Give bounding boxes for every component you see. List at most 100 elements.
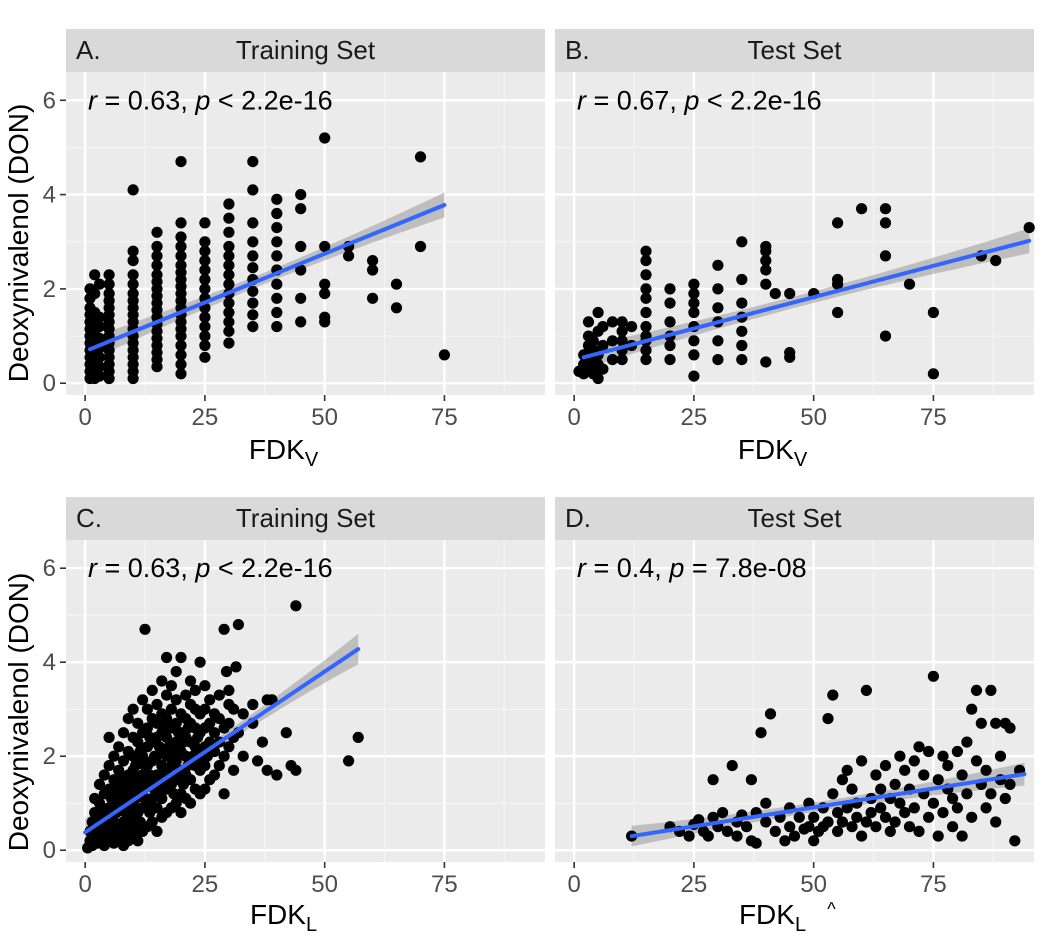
data-point xyxy=(261,764,273,776)
data-point xyxy=(937,807,949,819)
data-point xyxy=(127,245,139,257)
y-tick-label: 0 xyxy=(43,370,56,397)
plot-background xyxy=(66,72,545,395)
panel-3: D. Test Set r = 0.4, p = 7.8e-08 0 25 50 75 FDK… xyxy=(555,497,1034,936)
data-point xyxy=(640,245,652,257)
data-point xyxy=(223,269,235,281)
data-point xyxy=(132,835,144,847)
data-point xyxy=(784,347,796,359)
x-axis-title: FDKV xyxy=(249,434,319,471)
data-point xyxy=(223,717,235,729)
data-point xyxy=(764,708,777,720)
data-point xyxy=(199,321,211,333)
data-point xyxy=(271,222,283,234)
data-point xyxy=(688,306,700,319)
stat-p-value: < 2.2e-16 xyxy=(699,85,821,115)
data-point xyxy=(865,807,877,819)
data-point xyxy=(141,722,153,734)
data-point xyxy=(170,694,182,706)
stat-p-symbol: p xyxy=(668,553,684,583)
regression-line xyxy=(87,202,447,352)
data-point xyxy=(736,354,748,366)
panel-title: Test Set xyxy=(748,35,843,65)
data-point xyxy=(108,750,120,762)
data-point xyxy=(726,760,738,772)
data-point xyxy=(295,292,307,304)
data-point xyxy=(175,368,187,380)
data-point xyxy=(994,750,1007,762)
data-point xyxy=(223,337,235,349)
correlation-annotation: r = 0.4, p = 7.8e-08 xyxy=(577,553,807,583)
data-point xyxy=(175,807,187,819)
data-point xyxy=(664,283,676,295)
data-point xyxy=(616,335,628,347)
data-point xyxy=(592,306,604,319)
data-point xyxy=(223,212,235,224)
stat-r-symbol: r xyxy=(88,85,98,115)
x-axis-title-main: FDK xyxy=(738,434,794,465)
x-tick-label: 25 xyxy=(192,404,219,431)
data-point xyxy=(165,703,177,715)
data-point xyxy=(199,339,211,352)
panel-2: C. Training Set r = 0.63, p < 2.2e-16 0 25 50… xyxy=(43,497,545,936)
data-point xyxy=(146,684,158,697)
data-point xyxy=(319,240,331,253)
x-tick-label: 0 xyxy=(78,871,91,898)
data-point xyxy=(616,316,628,328)
data-point xyxy=(640,292,652,304)
data-point xyxy=(295,264,307,276)
data-point xyxy=(247,297,259,309)
data-point xyxy=(879,330,892,342)
data-point xyxy=(606,354,619,366)
data-point xyxy=(127,255,139,267)
data-point xyxy=(927,306,940,319)
data-point xyxy=(220,666,233,678)
data-point xyxy=(760,240,772,253)
data-point xyxy=(1004,778,1016,791)
data-point xyxy=(161,689,173,701)
data-point xyxy=(688,370,700,382)
y-tick-label: 6 xyxy=(43,87,56,114)
data-point xyxy=(841,764,853,776)
data-point xyxy=(223,250,235,262)
data-point xyxy=(93,278,106,290)
data-point xyxy=(793,811,805,823)
data-point xyxy=(127,703,139,715)
data-point xyxy=(640,321,652,333)
data-point xyxy=(199,703,211,715)
data-point xyxy=(755,727,767,739)
data-point xyxy=(712,259,724,271)
data-point xyxy=(199,217,211,229)
data-point xyxy=(151,226,163,238)
data-point xyxy=(151,825,163,838)
data-point xyxy=(127,269,139,281)
y-axis-title-top: Deoxynivalenol (DON) xyxy=(3,104,34,383)
data-point xyxy=(951,745,964,758)
y-tick-label: 4 xyxy=(43,649,56,676)
data-point xyxy=(199,680,211,692)
data-point xyxy=(980,802,992,814)
data-point xyxy=(1009,835,1021,847)
data-point xyxy=(784,288,796,300)
data-point xyxy=(587,335,599,347)
data-point xyxy=(170,717,182,729)
data-point xyxy=(319,278,331,290)
data-point xyxy=(223,240,235,253)
x-tick-label: 50 xyxy=(800,404,827,431)
data-point xyxy=(218,750,230,762)
data-point xyxy=(161,731,173,744)
data-point xyxy=(832,825,844,838)
data-point xyxy=(947,821,959,833)
data-point xyxy=(223,316,235,328)
data-point xyxy=(894,797,906,809)
data-point xyxy=(199,245,211,257)
stat-r-symbol: r xyxy=(577,553,587,583)
data-point xyxy=(1004,722,1016,734)
data-point xyxy=(597,363,609,375)
data-point xyxy=(103,760,115,772)
data-point xyxy=(237,750,249,762)
data-point xyxy=(884,825,896,838)
stat-r-value: = 0.67, xyxy=(586,85,684,115)
data-point xyxy=(141,703,153,715)
data-point xyxy=(218,623,230,635)
